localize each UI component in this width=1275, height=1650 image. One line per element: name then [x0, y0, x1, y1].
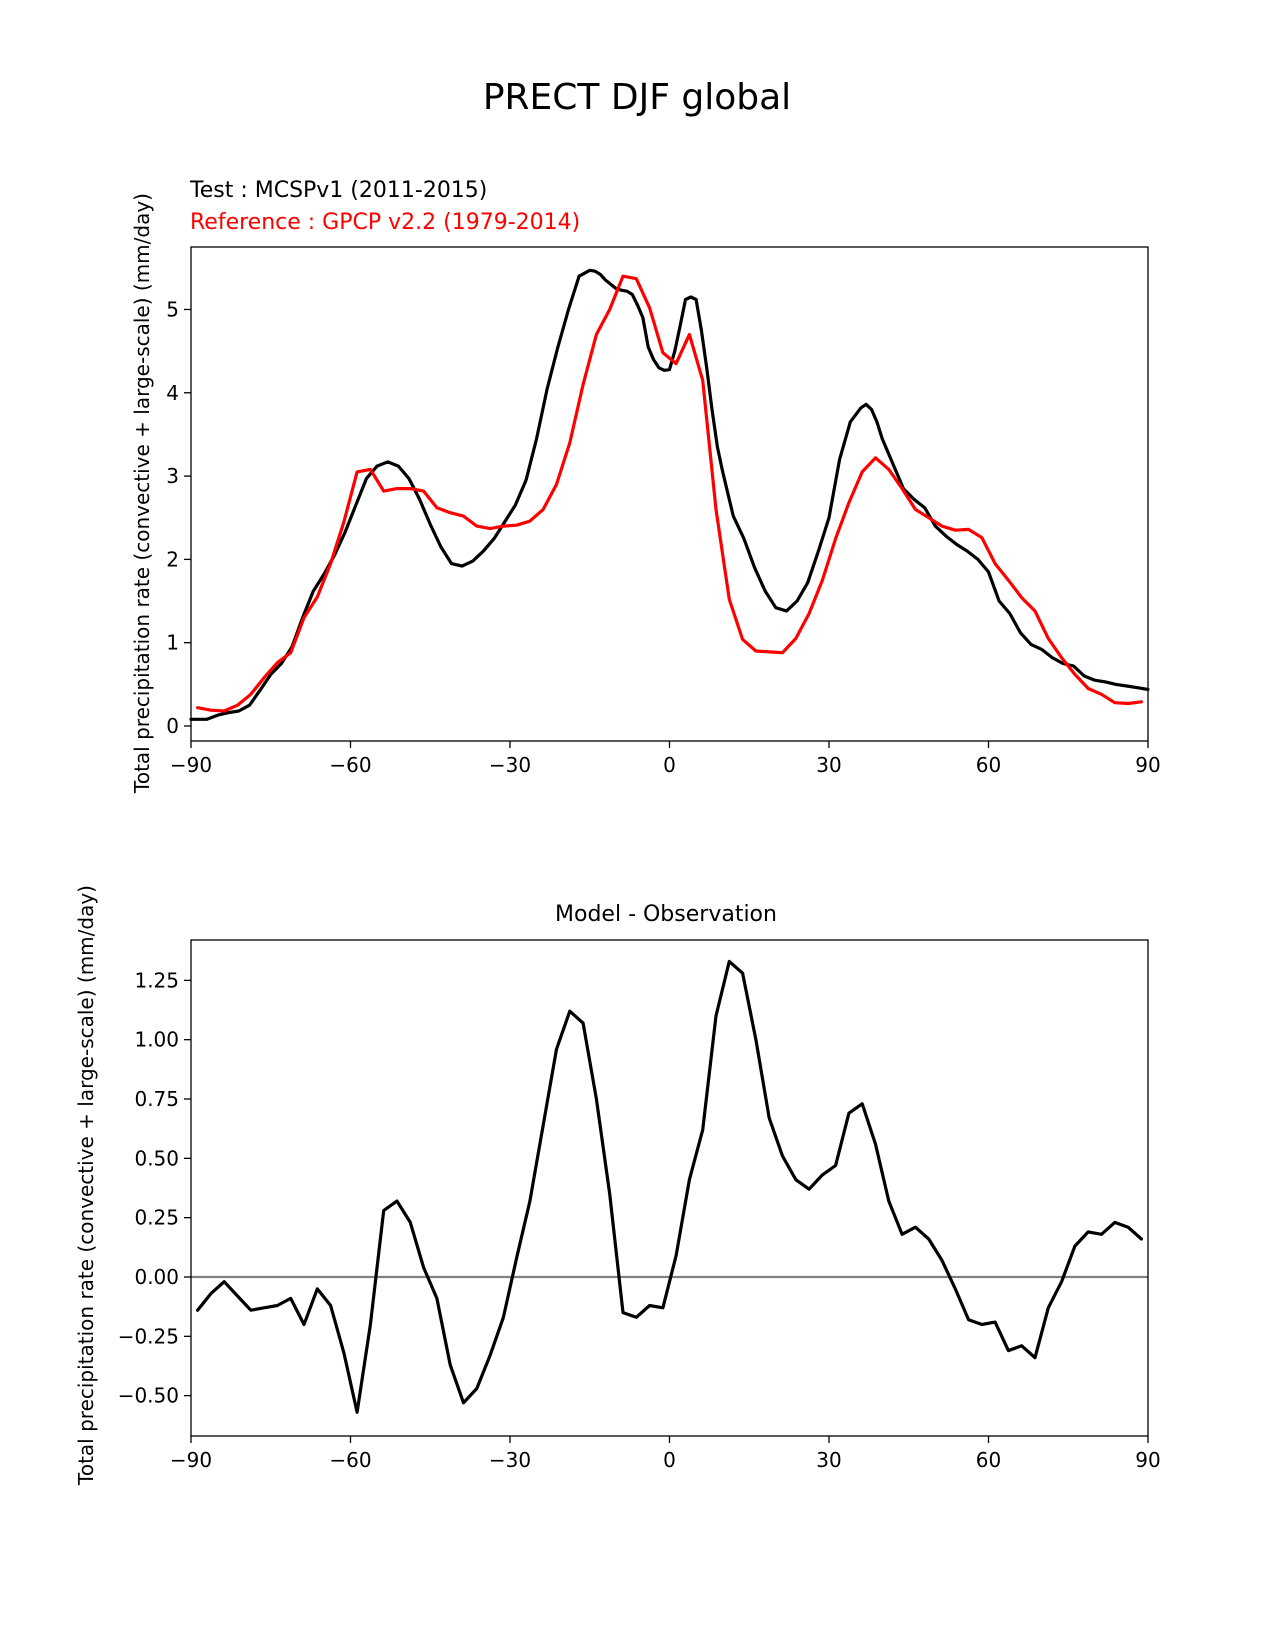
bottom-x-tick-label: −30	[489, 1448, 531, 1472]
bottom-y-tick-label: 0.00	[134, 1265, 179, 1289]
top-axes: −90 −60 −30 0 30 60 90 0 1 2 3 4 5	[166, 246, 1161, 777]
bottom-panel: Model - Observation Total precipitation …	[74, 885, 1161, 1486]
reference-label: Reference : GPCP v2.2 (1979-2014)	[190, 210, 580, 235]
bottom-axes: −90 −60 −30 0 30 60 90 −0.50 −0.25 0.00 0.25 0.50 0.…	[118, 939, 1161, 1472]
top-x-tick-label: −60	[329, 753, 371, 777]
top-x-tick-label: 60	[976, 753, 1001, 777]
top-x-tick-label: −90	[170, 753, 212, 777]
bottom-x-tick-label: 0	[663, 1448, 676, 1472]
bottom-x-tick-label: 60	[976, 1448, 1001, 1472]
top-x-tick-label: −30	[489, 753, 531, 777]
figure-title: PRECT DJF global	[483, 77, 791, 118]
bottom-x-tick-label: 30	[816, 1448, 841, 1472]
bottom-y-tick-label: 0.25	[134, 1206, 179, 1230]
top-reference-series-line	[196, 274, 1144, 713]
bottom-y-tick-label: −0.25	[118, 1324, 179, 1348]
top-y-tick-label: 3	[166, 464, 179, 488]
bottom-panel-title: Model - Observation	[555, 902, 777, 927]
bottom-y-tick-label: 0.50	[134, 1146, 179, 1170]
top-y-tick-label: 0	[166, 714, 179, 738]
top-y-tick-label: 1	[166, 631, 179, 655]
top-x-tick-label: 30	[816, 753, 841, 777]
bottom-difference-series-line	[196, 959, 1144, 1414]
bottom-x-tick-label: −90	[170, 1448, 212, 1472]
test-label: Test : MCSPv1 (2011-2015)	[189, 178, 487, 203]
top-panel: Test : MCSPv1 (2011-2015) Reference : GP…	[130, 178, 1161, 794]
top-y-axis-label: Total precipitation rate (convective + l…	[130, 193, 154, 794]
top-x-tick-label: 0	[663, 753, 676, 777]
bottom-y-tick-label: 1.00	[134, 1028, 179, 1052]
top-test-series-line	[189, 268, 1150, 721]
bottom-y-tick-label: 0.75	[134, 1087, 179, 1111]
bottom-x-tick-label: 90	[1135, 1448, 1160, 1472]
top-y-tick-label: 2	[166, 547, 179, 571]
bottom-y-tick-label: 1.25	[134, 968, 179, 992]
bottom-x-tick-label: −60	[329, 1448, 371, 1472]
bottom-y-axis-label: Total precipitation rate (convective + l…	[74, 885, 98, 1486]
top-x-tick-label: 90	[1135, 753, 1160, 777]
bottom-axes-frame	[190, 939, 1149, 1437]
top-y-tick-label: 5	[166, 297, 179, 321]
bottom-y-tick-label: −0.50	[118, 1384, 179, 1408]
top-axes-frame	[190, 246, 1149, 742]
top-y-tick-label: 4	[166, 381, 179, 405]
